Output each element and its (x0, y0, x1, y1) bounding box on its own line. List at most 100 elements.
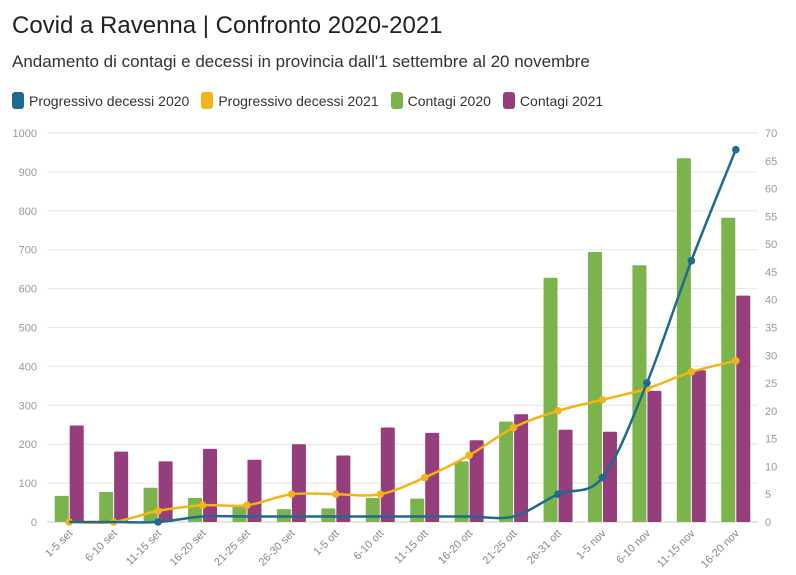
y-tick-label: 400 (19, 361, 37, 373)
legend-label-contagi-2021: Contagi 2021 (519, 92, 604, 109)
y-tick-label: 100 (19, 478, 37, 490)
y-tick-label: 300 (19, 400, 37, 412)
legend-swatch-contagi-2020 (390, 92, 403, 109)
x-tick-label: 6-10 set (83, 528, 120, 565)
y-tick-label: 700 (19, 245, 37, 257)
point-decessi-2021 (465, 451, 473, 460)
y2-tick-label: 45 (765, 267, 777, 279)
line-decessi-2021 (69, 359, 737, 525)
y2-tick-label: 0 (765, 517, 771, 529)
bar-contagi-2021 (602, 431, 617, 522)
point-decessi-2021 (731, 357, 740, 365)
point-decessi-2021 (509, 423, 518, 432)
legend-swatch-decessi-2021 (201, 92, 214, 109)
x-tick-label: 1-5 nov (574, 527, 609, 562)
bar-contagi-2021 (291, 444, 306, 522)
point-decessi-2021 (598, 395, 607, 404)
point-decessi-2020 (598, 473, 607, 482)
bar-contagi-2021 (647, 390, 662, 522)
x-tick-label: 16-20 nov (699, 527, 742, 570)
bar-contagi-2021 (558, 429, 573, 522)
x-tick-label: 11-15 set (124, 528, 164, 568)
legend-label-contagi-2020: Contagi 2020 (407, 92, 491, 109)
point-decessi-2021 (243, 501, 251, 510)
bar-contagi-2021 (336, 455, 351, 522)
legend-label-decessi-2020: Progressivo decessi 2020 (29, 92, 190, 109)
bar-contagi-2020 (54, 495, 69, 522)
x-tick-label: 21-25 ott (481, 528, 520, 567)
bar-contagi-2021 (247, 459, 262, 522)
point-decessi-2021 (420, 473, 429, 482)
y2-tick-label: 5 (765, 489, 771, 501)
bar-contagi-2020 (410, 498, 425, 522)
bar-contagi-2020 (232, 506, 247, 522)
x-tick-label: 16-20 ott (436, 528, 475, 567)
bar-contagi-2020 (676, 158, 691, 522)
y-tick-label: 600 (19, 284, 37, 296)
bar-contagi-2020 (499, 421, 514, 522)
y-tick-label: 1000 (13, 128, 37, 140)
x-tick-label: 1-5 set (43, 528, 75, 560)
point-decessi-2021 (376, 490, 385, 499)
chart-title: Covid a Ravenna | Confronto 2020-2021 (12, 12, 443, 39)
point-decessi-2020 (643, 379, 651, 387)
y2-tick-label: 30 (765, 350, 777, 362)
x-tick-label: 11-15 nov (655, 527, 698, 570)
legend-item-decessi-2021[interactable]: Progressivo decessi 2021 (201, 92, 379, 109)
x-tick-label: 6-10 ott (352, 528, 387, 563)
bar-contagi-2020 (721, 217, 736, 522)
x-tick-label: 26-30 set (257, 528, 298, 569)
bar-contagi-2020 (454, 461, 469, 522)
bar-contagi-2021 (691, 370, 706, 522)
point-decessi-2021 (287, 490, 296, 499)
point-decessi-2021 (554, 407, 562, 415)
bar-contagi-2020 (632, 265, 647, 522)
x-tick-label: 21-25 set (212, 528, 253, 569)
y2-tick-label: 40 (765, 295, 777, 307)
bar-contagi-2021 (114, 451, 129, 522)
bar-contagi-2021 (469, 440, 484, 522)
bar-contagi-2020 (99, 492, 114, 522)
point-decessi-2021 (687, 368, 696, 376)
legend-swatch-contagi-2021 (502, 92, 515, 109)
chart-subtitle: Andamento di contagi e decessi in provin… (12, 52, 590, 71)
legend-item-contagi-2020[interactable]: Contagi 2020 (390, 92, 491, 109)
bar-contagi-2021 (69, 425, 84, 522)
y2-tick-label: 35 (765, 323, 777, 335)
x-tick-label: 1-5 ott (311, 528, 342, 559)
y2-tick-label: 70 (765, 128, 777, 140)
legend-item-decessi-2020[interactable]: Progressivo decessi 2020 (12, 92, 189, 109)
bar-contagi-2021 (158, 461, 173, 522)
bar-contagi-2021 (380, 427, 395, 522)
x-tick-label: 6-10 nov (614, 527, 653, 566)
bar-contagi-2020 (365, 497, 380, 522)
chart-legend: Progressivo decessi 2020 Progressivo dec… (12, 92, 603, 109)
point-decessi-2020 (731, 145, 740, 154)
y2-tick-label: 55 (765, 211, 777, 223)
y2-tick-label: 25 (765, 378, 777, 390)
bar-contagi-2020 (321, 508, 336, 522)
y-tick-label: 0 (31, 517, 37, 529)
legend-item-contagi-2021[interactable]: Contagi 2021 (502, 92, 604, 109)
x-tick-label: 11-15 ott (392, 528, 431, 567)
legend-label-decessi-2021: Progressivo decessi 2021 (218, 92, 379, 109)
point-decessi-2021 (154, 507, 162, 515)
bar-contagi-2021 (425, 432, 440, 522)
y-tick-label: 800 (19, 206, 37, 218)
chart-plot: 0 100 200 300 400 500 600 700 800 900 1000 0 5 10 15 20… (13, 128, 778, 571)
y-tick-label: 900 (19, 167, 37, 179)
y2-tick-label: 15 (765, 434, 777, 446)
y2-tick-label: 65 (765, 156, 777, 168)
point-decessi-2020 (154, 518, 162, 526)
y2-tick-label: 20 (765, 406, 777, 418)
point-decessi-2021 (198, 501, 207, 510)
y-tick-label: 500 (19, 323, 37, 335)
x-tick-label: 16-20 set (168, 528, 209, 569)
point-decessi-2020 (687, 257, 696, 265)
bar-contagi-2021 (514, 414, 529, 522)
x-tick-label: 26-31 ott (525, 528, 564, 567)
bar-contagi-2020 (543, 277, 558, 522)
y2-tick-label: 50 (765, 239, 777, 251)
y-tick-label: 200 (19, 439, 37, 451)
bar-contagi-2021 (736, 295, 751, 522)
